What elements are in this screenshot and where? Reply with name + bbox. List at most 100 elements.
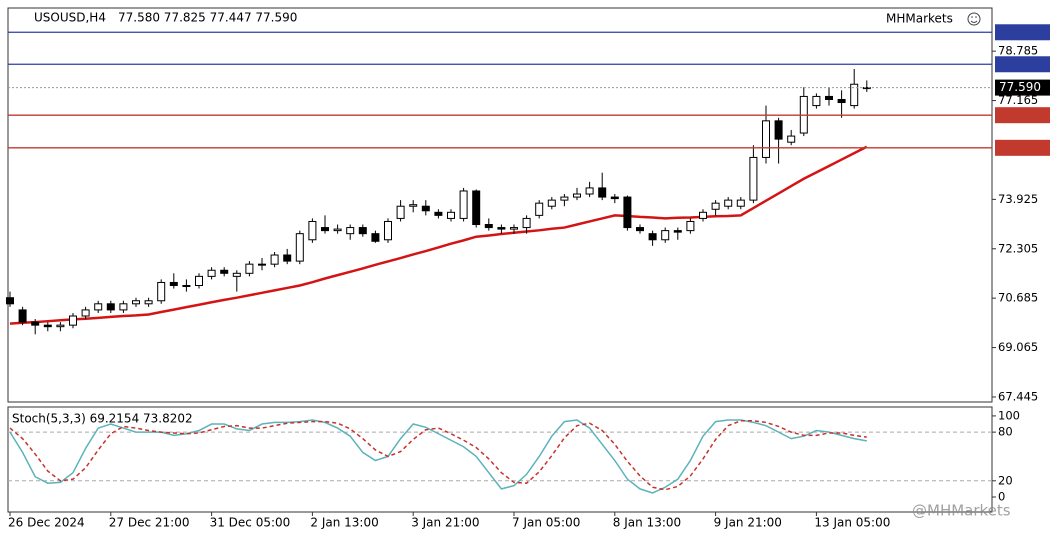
candle-body xyxy=(447,211,455,219)
candle-body xyxy=(724,199,733,207)
candle-body xyxy=(308,220,317,241)
y-tick-label: 0 xyxy=(998,490,1005,504)
main-panel xyxy=(7,7,993,403)
price-level-label: 77.590 xyxy=(999,80,1041,94)
candle-body xyxy=(56,324,65,328)
candle-body xyxy=(547,199,556,207)
candle-body xyxy=(232,272,241,277)
candle-body xyxy=(409,204,418,207)
candle-body xyxy=(648,233,657,241)
candle-body xyxy=(295,233,304,262)
candle-body xyxy=(472,190,481,226)
price-level-box xyxy=(995,24,1050,41)
x-tick-label: 27 Dec 21:00 xyxy=(109,516,190,530)
x-tick-label: 2 Jan 13:00 xyxy=(310,516,378,530)
x-tick-label: 8 Jan 13:00 xyxy=(613,516,681,530)
stoch-panel xyxy=(7,406,993,513)
candle-body xyxy=(245,263,254,274)
candle-body xyxy=(736,199,745,207)
x-tick-label: 3 Jan 21:00 xyxy=(411,516,479,530)
candle-body xyxy=(711,202,720,210)
y-tick-label: 100 xyxy=(998,408,1020,422)
price-level-box xyxy=(995,139,1050,156)
brand: MHMarkets xyxy=(886,12,953,26)
candle-body xyxy=(825,95,833,100)
candle-body xyxy=(106,303,115,311)
candle-body xyxy=(31,321,40,326)
candle-body xyxy=(421,205,430,212)
x-tick-label: 9 Jan 21:00 xyxy=(714,516,782,530)
price-level-box xyxy=(995,79,1050,96)
stoch-line xyxy=(9,419,867,494)
candle-body xyxy=(484,224,493,229)
candle-body xyxy=(522,217,531,229)
y-tick-label: 70.685 xyxy=(998,291,1038,305)
candle-body xyxy=(283,254,292,262)
candle-body xyxy=(812,95,821,107)
candle-body xyxy=(333,228,342,232)
candle-body xyxy=(132,300,140,305)
candle-body xyxy=(94,303,103,311)
candle-body xyxy=(6,297,14,305)
candle-body xyxy=(220,269,229,274)
candle-body xyxy=(850,83,859,107)
stoch-line xyxy=(9,420,867,491)
candle-body xyxy=(699,211,707,219)
candle-body xyxy=(182,285,191,288)
candle-body xyxy=(321,227,329,232)
candle-body xyxy=(560,196,569,201)
candle-body xyxy=(510,227,518,230)
candle-body xyxy=(837,98,846,104)
candle-body xyxy=(774,120,783,140)
candle-body xyxy=(270,254,279,265)
candle-body xyxy=(459,190,468,219)
candle-body xyxy=(535,202,544,216)
candle-body xyxy=(43,324,52,328)
price-level-box xyxy=(995,107,1050,124)
candle-body xyxy=(396,205,405,219)
y-tick-label: 69.065 xyxy=(998,340,1038,354)
x-tick-label: 13 Jan 05:00 xyxy=(814,516,890,530)
candle-body xyxy=(762,120,770,158)
candle-body xyxy=(497,227,506,230)
candle-body xyxy=(623,196,632,229)
candle-body xyxy=(258,263,266,266)
candle-body xyxy=(686,220,695,232)
candle-body xyxy=(169,281,178,287)
x-tick-label: 31 Dec 05:00 xyxy=(210,516,291,530)
candle-body xyxy=(384,220,392,241)
candle-body xyxy=(81,309,90,317)
watermark: @MHMarkets xyxy=(912,502,1011,520)
y-tick-label: 73.925 xyxy=(998,192,1038,206)
stoch-title: Stoch(5,3,3) 69.2154 73.8202 xyxy=(12,412,193,426)
candle-body xyxy=(157,281,166,302)
y-tick-label: 77.165 xyxy=(998,93,1038,107)
candle-body xyxy=(346,227,355,235)
candle-body xyxy=(598,187,607,198)
candle-body xyxy=(787,135,796,143)
candle-body xyxy=(119,303,128,311)
y-tick-label: 67.445 xyxy=(998,389,1038,403)
candle-body xyxy=(207,269,216,277)
y-tick-label: 80 xyxy=(998,425,1013,439)
candle-body xyxy=(18,309,27,323)
symbol: USOUSD,H4 xyxy=(34,11,106,25)
y-tick-label: 20 xyxy=(998,473,1013,487)
x-tick-label: 26 Dec 2024 xyxy=(8,516,85,530)
candle-body xyxy=(661,230,670,241)
candle-body xyxy=(610,196,619,200)
candle-body xyxy=(434,211,443,216)
moving-average xyxy=(9,145,868,325)
y-tick-label: 78.785 xyxy=(998,44,1038,58)
price-level-box xyxy=(995,56,1050,73)
candle-body xyxy=(585,187,594,195)
candle-body xyxy=(195,275,203,287)
x-tick-label: 7 Jan 05:00 xyxy=(512,516,580,530)
candle-body xyxy=(144,300,153,305)
y-tick-label: 72.305 xyxy=(998,241,1038,255)
candle-body xyxy=(371,233,380,242)
candle-body xyxy=(69,315,77,326)
candle-body xyxy=(749,156,758,201)
candle-body xyxy=(862,87,871,90)
